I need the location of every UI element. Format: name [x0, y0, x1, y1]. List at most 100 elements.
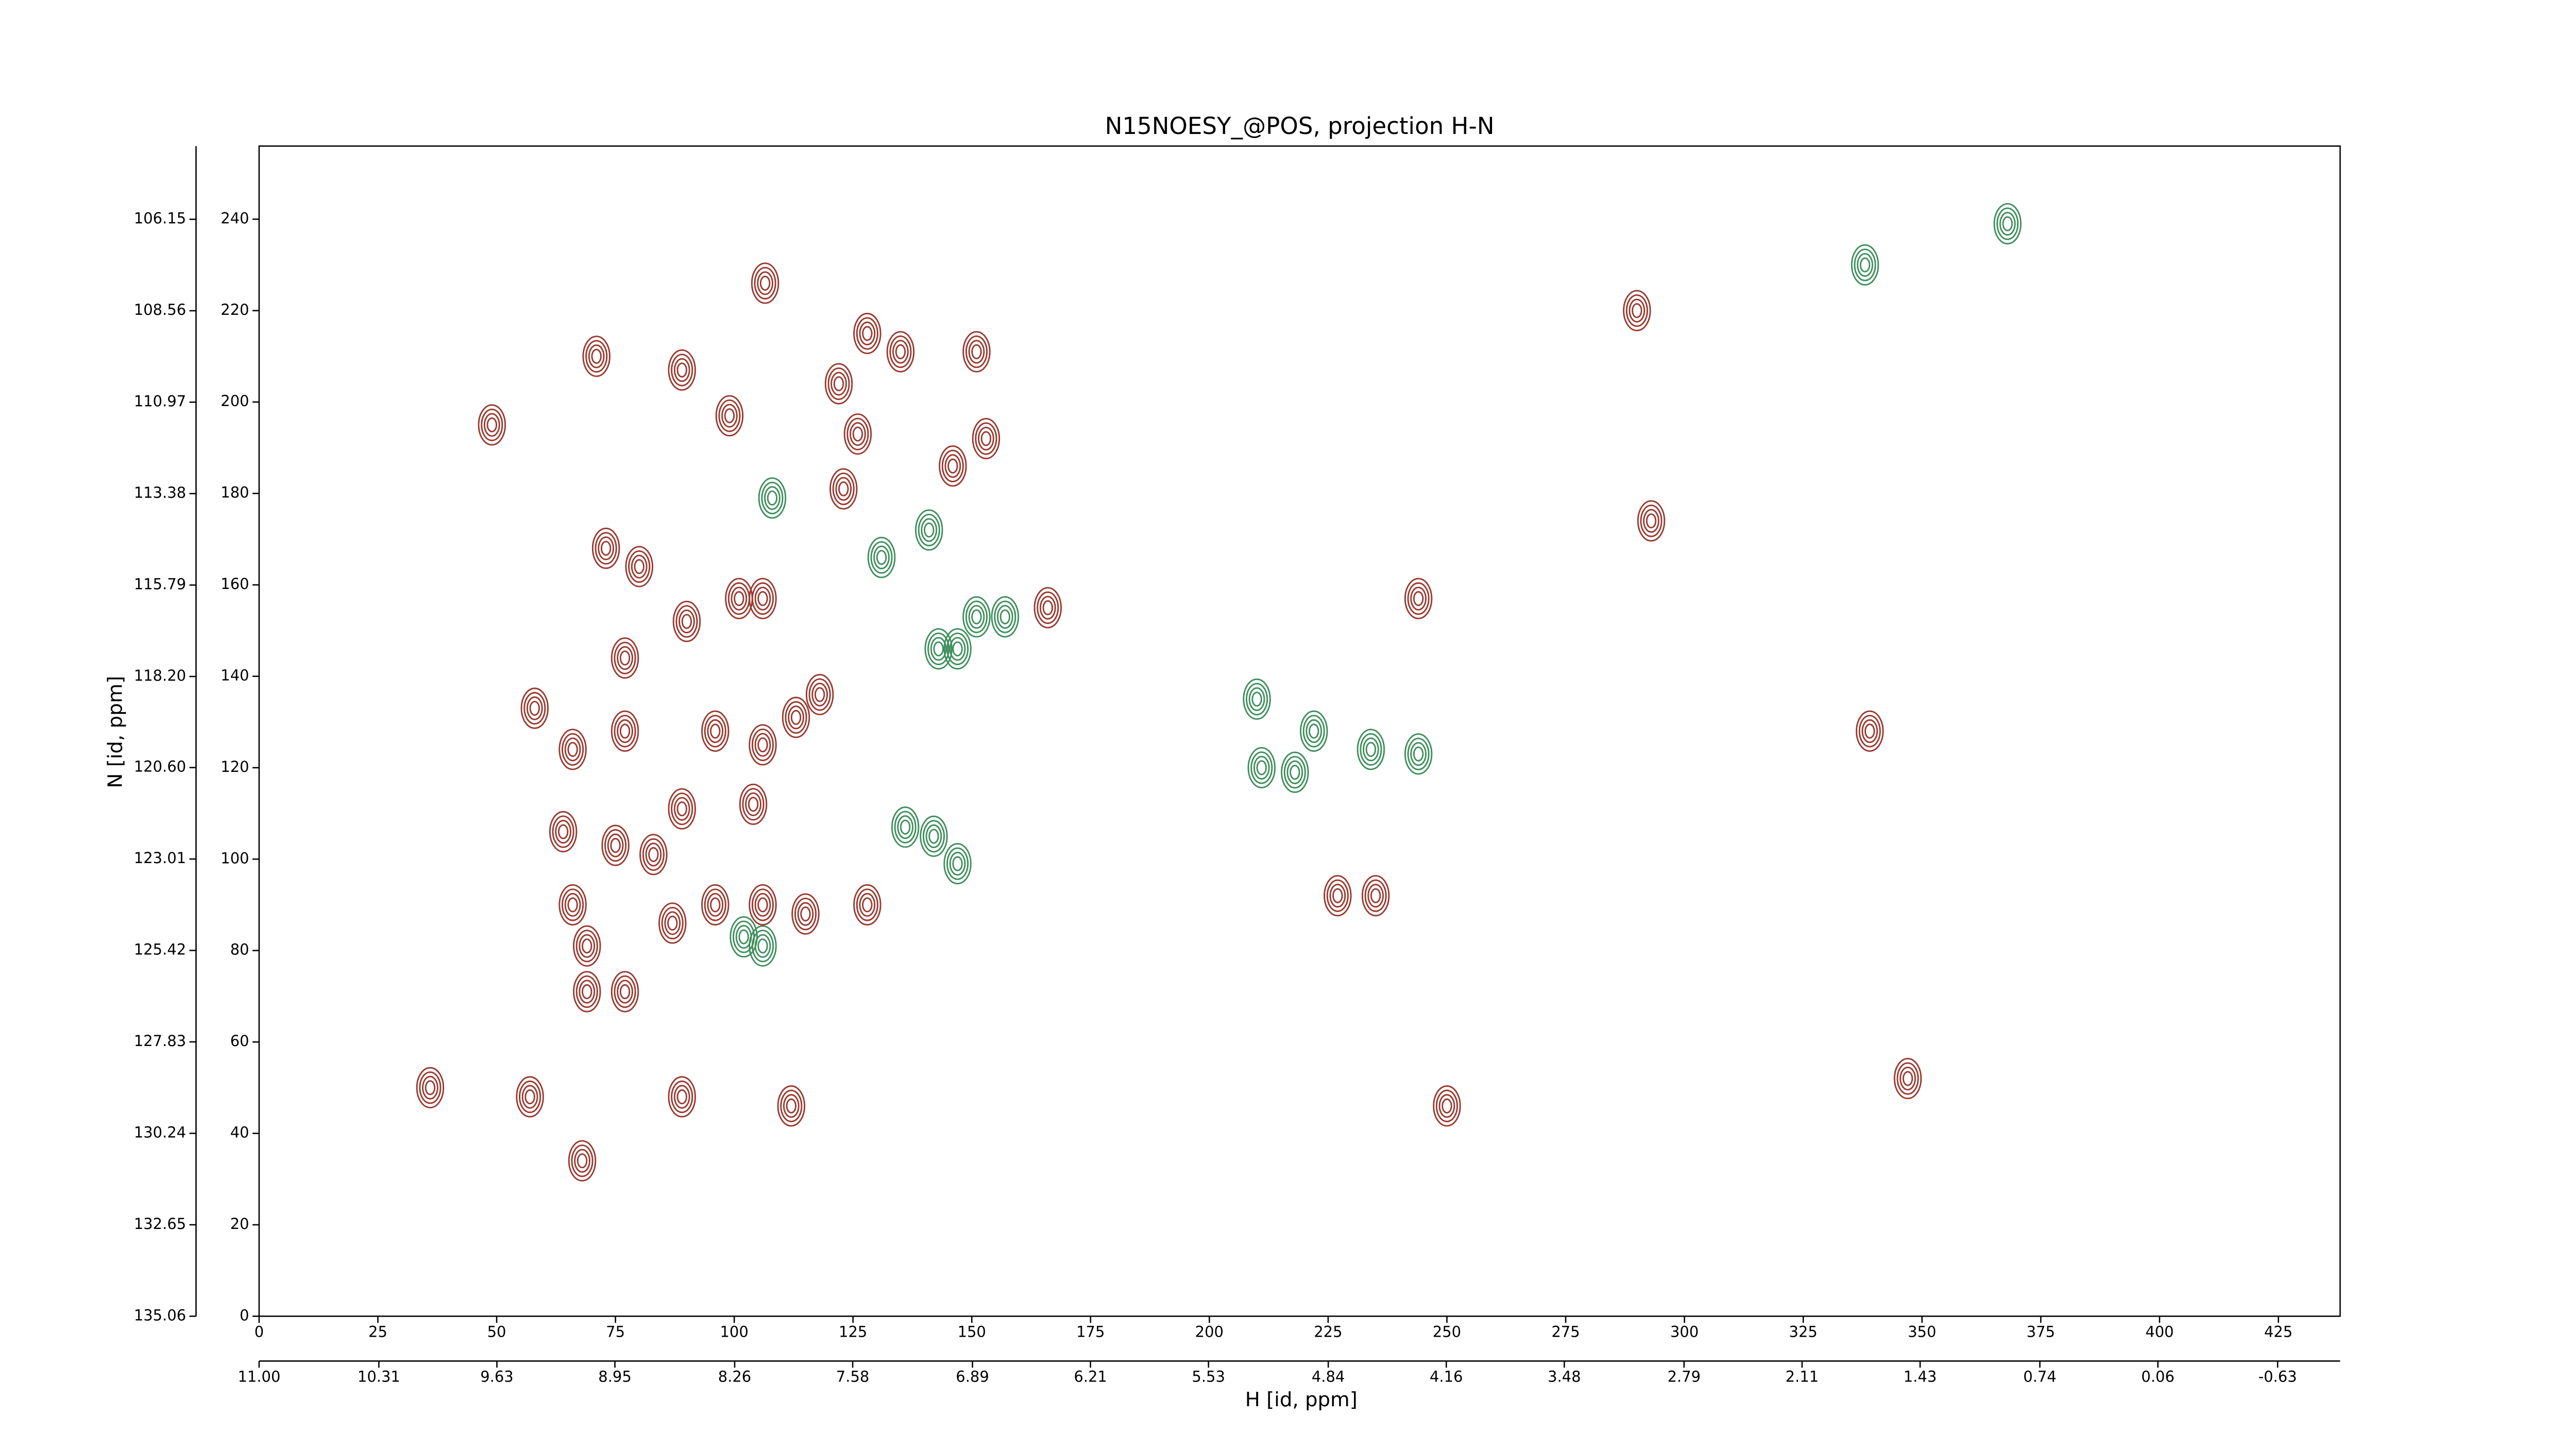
contour-ring — [676, 801, 687, 817]
contour-ring — [1900, 1066, 1916, 1091]
contour-ring — [1306, 719, 1323, 743]
y2-tick-label: 108.56 — [134, 301, 186, 318]
contour-ring — [952, 856, 963, 871]
contour-ring — [1247, 747, 1276, 788]
y2-tick-label: 125.42 — [134, 940, 186, 958]
contour-ring — [667, 915, 678, 931]
peak — [701, 884, 730, 926]
contour-ring — [582, 335, 611, 377]
peak — [611, 971, 639, 1013]
contour-ring — [972, 418, 1001, 460]
contour-ring — [628, 550, 651, 583]
x2-tick-label: -0.63 — [2258, 1368, 2297, 1385]
y-tick-label: 40 — [230, 1123, 249, 1141]
contour-ring — [658, 902, 687, 944]
contour-ring — [1637, 500, 1666, 542]
contour-ring — [1625, 294, 1648, 327]
peak — [611, 710, 639, 752]
peak — [886, 331, 915, 373]
y2-tick-label: 123.01 — [134, 849, 186, 867]
contour-ring — [785, 701, 807, 734]
peak — [972, 418, 1001, 460]
contour-ring — [843, 413, 872, 455]
peak — [843, 413, 872, 455]
contour-ring — [1902, 1071, 1913, 1086]
contour-ring — [920, 815, 948, 857]
peak — [758, 477, 787, 519]
contour-ring — [749, 724, 777, 766]
contour-ring — [832, 473, 855, 506]
x-tick-label: 375 — [2027, 1323, 2055, 1341]
x-tick-label: 175 — [1076, 1323, 1105, 1341]
contour-ring — [481, 408, 503, 442]
peak — [1299, 710, 1328, 752]
contour-ring — [1410, 586, 1427, 611]
contour-ring — [552, 815, 574, 848]
contour-ring — [645, 843, 662, 867]
contour-ring — [794, 898, 817, 931]
contour-ring — [777, 1085, 806, 1127]
peak — [749, 884, 777, 926]
contour-ring — [1299, 710, 1328, 752]
contour-ring — [870, 541, 893, 574]
contour-ring — [827, 367, 850, 400]
contour-ring — [631, 554, 648, 579]
contour-ring — [1329, 884, 1346, 908]
contour-ring — [679, 609, 695, 634]
contour-ring — [754, 892, 771, 917]
peak — [805, 673, 834, 716]
contour-ring — [710, 723, 721, 739]
contours — [416, 203, 2022, 1182]
x-tick-label: 25 — [368, 1323, 387, 1341]
contour-ring — [965, 600, 988, 633]
contour-ring — [1243, 678, 1271, 720]
peak — [1404, 578, 1433, 619]
peak — [1033, 587, 1062, 629]
contour-ring — [614, 975, 636, 1008]
contour-ring — [1250, 751, 1273, 784]
peak — [777, 1085, 806, 1127]
y2-tick-label: 135.06 — [134, 1306, 186, 1324]
contour-ring — [867, 536, 896, 578]
contour-ring — [892, 340, 909, 364]
contour-ring — [1365, 742, 1377, 757]
contour-ring — [526, 696, 543, 720]
contour-ring — [862, 897, 873, 913]
peak — [1637, 500, 1666, 542]
contour-ring — [521, 1085, 538, 1109]
contour-ring — [1629, 298, 1646, 323]
peak — [943, 628, 972, 670]
contour-ring — [425, 1080, 436, 1096]
contour-ring — [715, 395, 744, 436]
contour-ring — [1286, 760, 1303, 784]
peak — [668, 349, 696, 391]
contour-ring — [962, 596, 991, 638]
contour-ring — [573, 971, 601, 1013]
contour-ring — [558, 884, 587, 926]
contour-ring — [730, 916, 758, 958]
contour-ring — [564, 892, 581, 917]
peak — [1404, 733, 1433, 775]
contour-ring — [850, 422, 866, 446]
contour-ring — [731, 586, 748, 611]
contour-ring — [1302, 715, 1325, 748]
contour-ring — [1332, 888, 1343, 903]
contour-ring — [968, 605, 985, 629]
peak — [1357, 729, 1385, 770]
x-tick-label: 0 — [255, 1323, 264, 1341]
contour-ring — [1861, 719, 1878, 743]
contour-ring — [574, 1149, 590, 1173]
contour-ring — [764, 486, 781, 510]
contour-ring — [1893, 1057, 1922, 1100]
x-tick-label: 200 — [1195, 1323, 1224, 1341]
y-tick-label: 0 — [240, 1306, 249, 1324]
contour-ring — [562, 888, 584, 921]
contour-ring — [751, 888, 774, 921]
peak — [739, 783, 768, 825]
contour-ring — [529, 700, 540, 716]
contour-ring — [614, 642, 636, 675]
contour-ring — [422, 1075, 438, 1100]
contour-ring — [519, 1080, 541, 1114]
contour-ring — [922, 820, 945, 853]
contour-ring — [943, 843, 972, 885]
